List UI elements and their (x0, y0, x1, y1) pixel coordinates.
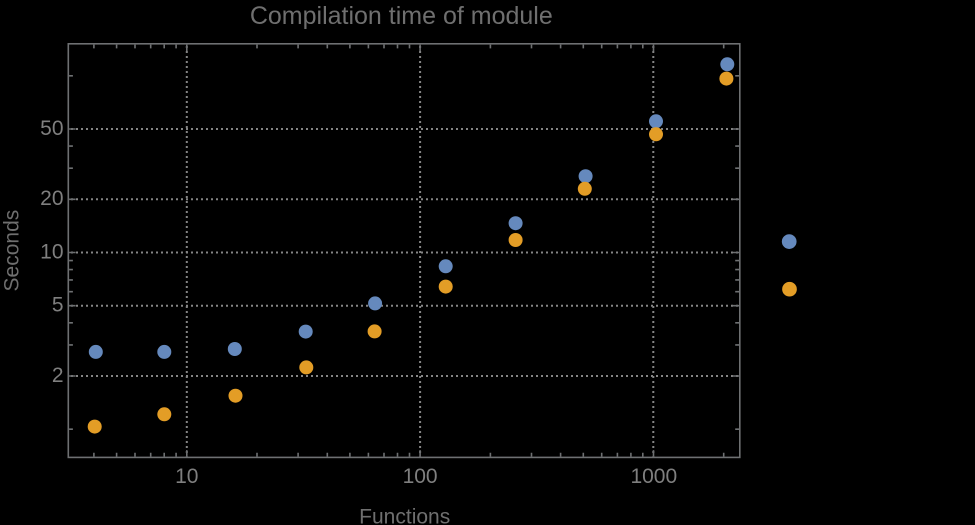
svg-text:50: 50 (40, 117, 63, 140)
svg-text:100: 100 (403, 465, 438, 488)
svg-text:Compilation time of module: Compilation time of module (250, 2, 553, 30)
svg-text:10: 10 (175, 465, 198, 488)
svg-text:20: 20 (40, 187, 63, 210)
svg-text:5: 5 (52, 294, 64, 317)
svg-text:10: 10 (40, 240, 63, 263)
svg-text:2: 2 (52, 364, 64, 387)
svg-text:1000: 1000 (630, 465, 677, 488)
svg-text:Seconds: Seconds (0, 210, 23, 292)
svg-text:Functions: Functions (359, 506, 450, 525)
